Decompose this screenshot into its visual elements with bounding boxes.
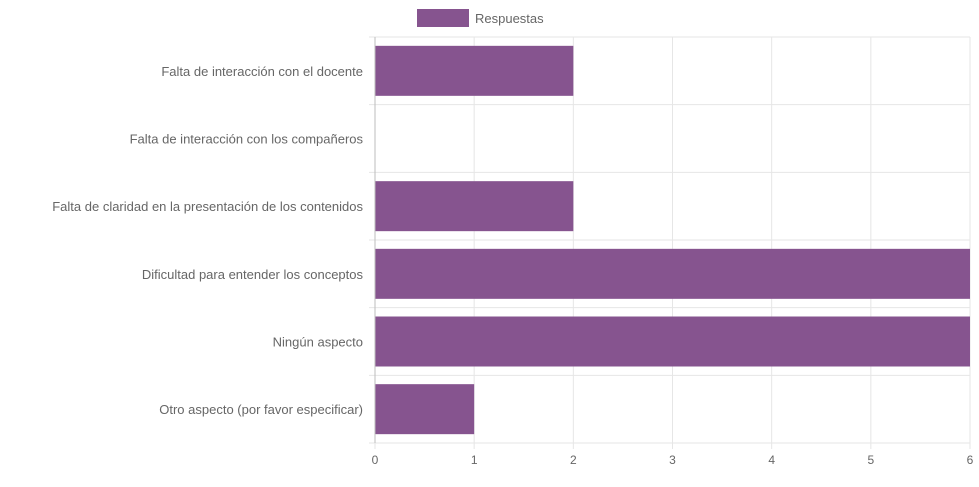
y-category-label: Otro aspecto (por favor especificar) [159,402,363,417]
legend[interactable]: Respuestas [417,9,544,27]
y-category-label: Falta de interacción con los compañeros [130,132,364,147]
y-category-label: Falta de claridad en la presentación de … [52,199,363,214]
x-tick-label: 6 [967,453,974,467]
bar[interactable] [375,248,970,299]
axes: 0 1 2 3 4 5 6 Falta de interacción con el docen… [52,37,974,467]
x-tick-label: 2 [570,453,577,467]
legend-label[interactable]: Respuestas [475,11,544,26]
y-category-label: Ningún aspecto [273,335,363,350]
bar[interactable] [375,384,475,435]
x-tick-label: 3 [669,453,676,467]
x-tick-label: 0 [372,453,379,467]
x-tick-label: 4 [768,453,775,467]
y-category-label: Falta de interacción con el docente [161,64,363,79]
x-tick-label: 1 [471,453,478,467]
grid [369,36,971,449]
bar[interactable] [375,181,574,232]
legend-swatch[interactable] [417,9,469,27]
bar[interactable] [375,316,970,367]
bars [375,45,970,435]
y-category-label: Dificultad para entender los conceptos [142,267,364,282]
bar[interactable] [375,45,574,96]
x-tick-label: 5 [867,453,874,467]
